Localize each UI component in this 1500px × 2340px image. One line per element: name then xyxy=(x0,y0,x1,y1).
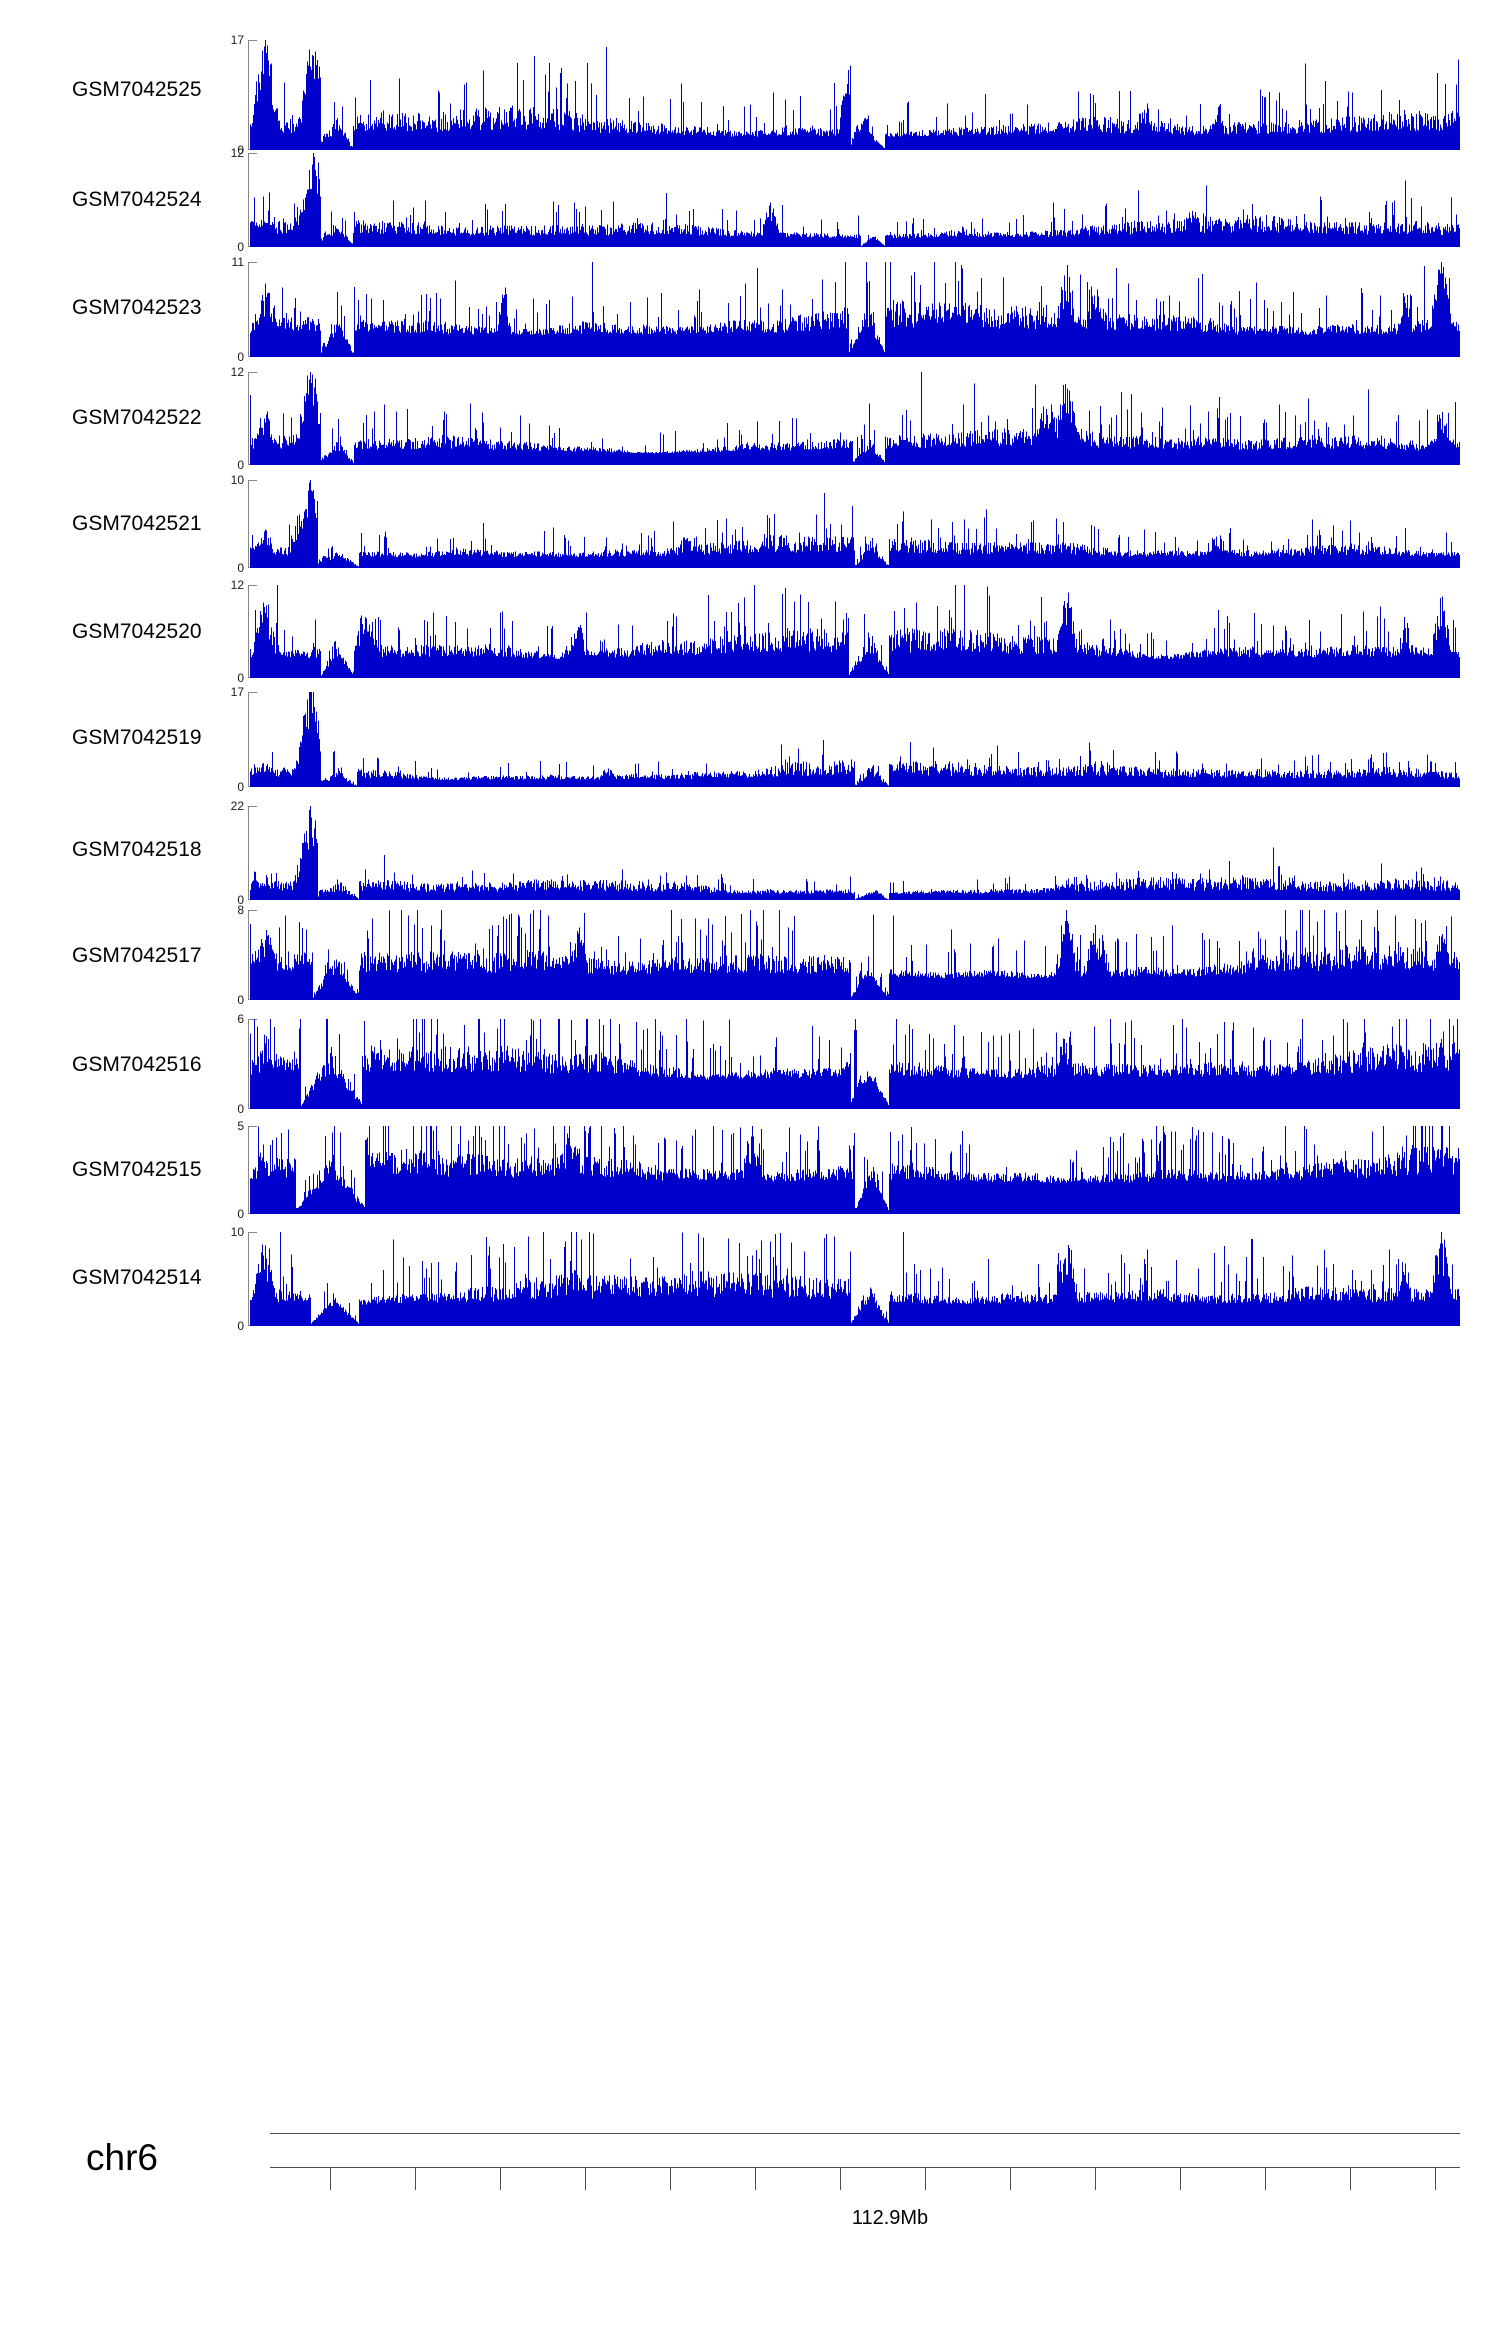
y-axis-line xyxy=(248,153,249,247)
chromosome-ruler: chr6 112.9Mb xyxy=(0,2085,1500,2340)
track-coverage-plot[interactable] xyxy=(250,153,1460,247)
ruler-tick xyxy=(585,2168,586,2190)
y-axis-tick-max xyxy=(248,480,257,481)
track-label: GSM7042514 xyxy=(72,1266,202,1289)
track-label: GSM7042523 xyxy=(72,296,202,319)
y-axis-max-label: 10 xyxy=(230,473,244,487)
ruler-tick xyxy=(1350,2168,1351,2190)
y-axis-min-label: 0 xyxy=(237,671,244,685)
y-axis-max-label: 12 xyxy=(230,146,244,160)
y-axis-tick-max xyxy=(248,153,257,154)
y-axis-min-label: 0 xyxy=(237,893,244,907)
y-axis-tick-max xyxy=(248,1126,257,1127)
y-axis-tick-max xyxy=(248,262,257,263)
y-axis-max-label: 12 xyxy=(230,578,244,592)
ruler-bar-bottom xyxy=(270,2167,1460,2168)
track-label: GSM7042517 xyxy=(72,944,202,967)
ruler-tick xyxy=(1265,2168,1266,2190)
ruler-tick xyxy=(330,2168,331,2190)
y-axis-max-label: 6 xyxy=(237,1012,244,1026)
track-coverage-plot[interactable] xyxy=(250,1232,1460,1326)
track-label: GSM7042520 xyxy=(72,620,202,643)
y-axis-min-label: 0 xyxy=(237,1319,244,1333)
y-axis-line xyxy=(248,692,249,787)
ruler-tick xyxy=(755,2168,756,2190)
y-axis-line xyxy=(248,40,249,150)
ruler-bar-top xyxy=(270,2133,1460,2134)
track-coverage-plot[interactable] xyxy=(250,372,1460,465)
y-axis-tick-max xyxy=(248,692,257,693)
track-coverage-plot[interactable] xyxy=(250,1019,1460,1109)
track-label: GSM7042522 xyxy=(72,406,202,429)
y-axis-max-label: 22 xyxy=(230,799,244,813)
y-axis-tick-max xyxy=(248,372,257,373)
track-label: GSM7042525 xyxy=(72,78,202,101)
y-axis-tick-max xyxy=(248,40,257,41)
track-coverage-plot[interactable] xyxy=(250,585,1460,678)
ruler-tick xyxy=(840,2168,841,2190)
y-axis-max-label: 5 xyxy=(237,1119,244,1133)
y-axis-tick-max xyxy=(248,910,257,911)
y-axis-tick-max xyxy=(248,1019,257,1020)
y-axis-min-label: 0 xyxy=(237,240,244,254)
ruler-tick xyxy=(1095,2168,1096,2190)
ruler-tick xyxy=(415,2168,416,2190)
ruler-tick xyxy=(670,2168,671,2190)
track-coverage-plot[interactable] xyxy=(250,692,1460,787)
track-label: GSM7042524 xyxy=(72,188,202,211)
y-axis-min-label: 0 xyxy=(237,143,244,157)
track-label: GSM7042519 xyxy=(72,726,202,749)
ruler-tick xyxy=(1180,2168,1181,2190)
y-axis-min-label: 0 xyxy=(237,458,244,472)
track-label: GSM7042518 xyxy=(72,838,202,861)
y-axis-min-label: 0 xyxy=(237,1207,244,1221)
scale-position-label: 112.9Mb xyxy=(851,2207,929,2229)
ruler-tick xyxy=(1435,2168,1436,2190)
y-axis-max-label: 17 xyxy=(230,685,244,699)
ruler-tick xyxy=(925,2168,926,2190)
y-axis-min-label: 0 xyxy=(237,1102,244,1116)
track-label: GSM7042521 xyxy=(72,512,202,535)
y-axis-line xyxy=(248,480,249,568)
track-coverage-plot[interactable] xyxy=(250,480,1460,568)
ruler-tick xyxy=(500,2168,501,2190)
y-axis-line xyxy=(248,806,249,900)
y-axis-line xyxy=(248,1019,249,1109)
track-coverage-plot[interactable] xyxy=(250,262,1460,357)
y-axis-min-label: 0 xyxy=(237,350,244,364)
y-axis-max-label: 10 xyxy=(230,1225,244,1239)
y-axis-tick-max xyxy=(248,585,257,586)
track-label: GSM7042515 xyxy=(72,1158,202,1181)
track-coverage-plot[interactable] xyxy=(250,910,1460,1000)
y-axis-min-label: 0 xyxy=(237,993,244,1007)
track-label: GSM7042516 xyxy=(72,1053,202,1076)
chromosome-label: chr6 xyxy=(86,2137,158,2178)
y-axis-min-label: 0 xyxy=(237,561,244,575)
ruler-tick xyxy=(1010,2168,1011,2190)
track-coverage-plot[interactable] xyxy=(250,806,1460,900)
track-coverage-plot[interactable] xyxy=(250,40,1460,150)
y-axis-max-label: 11 xyxy=(231,255,244,269)
y-axis-line xyxy=(248,1232,249,1326)
y-axis-max-label: 12 xyxy=(230,365,244,379)
y-axis-max-label: 8 xyxy=(237,903,244,917)
y-axis-max-label: 17 xyxy=(230,33,244,47)
y-axis-tick-max xyxy=(248,806,257,807)
y-axis-line xyxy=(248,585,249,678)
track-coverage-plot[interactable] xyxy=(250,1126,1460,1214)
y-axis-min-label: 0 xyxy=(237,780,244,794)
y-axis-tick-max xyxy=(248,1232,257,1233)
y-axis-line xyxy=(248,262,249,357)
y-axis-line xyxy=(248,1126,249,1214)
y-axis-line xyxy=(248,372,249,465)
y-axis-line xyxy=(248,910,249,1000)
